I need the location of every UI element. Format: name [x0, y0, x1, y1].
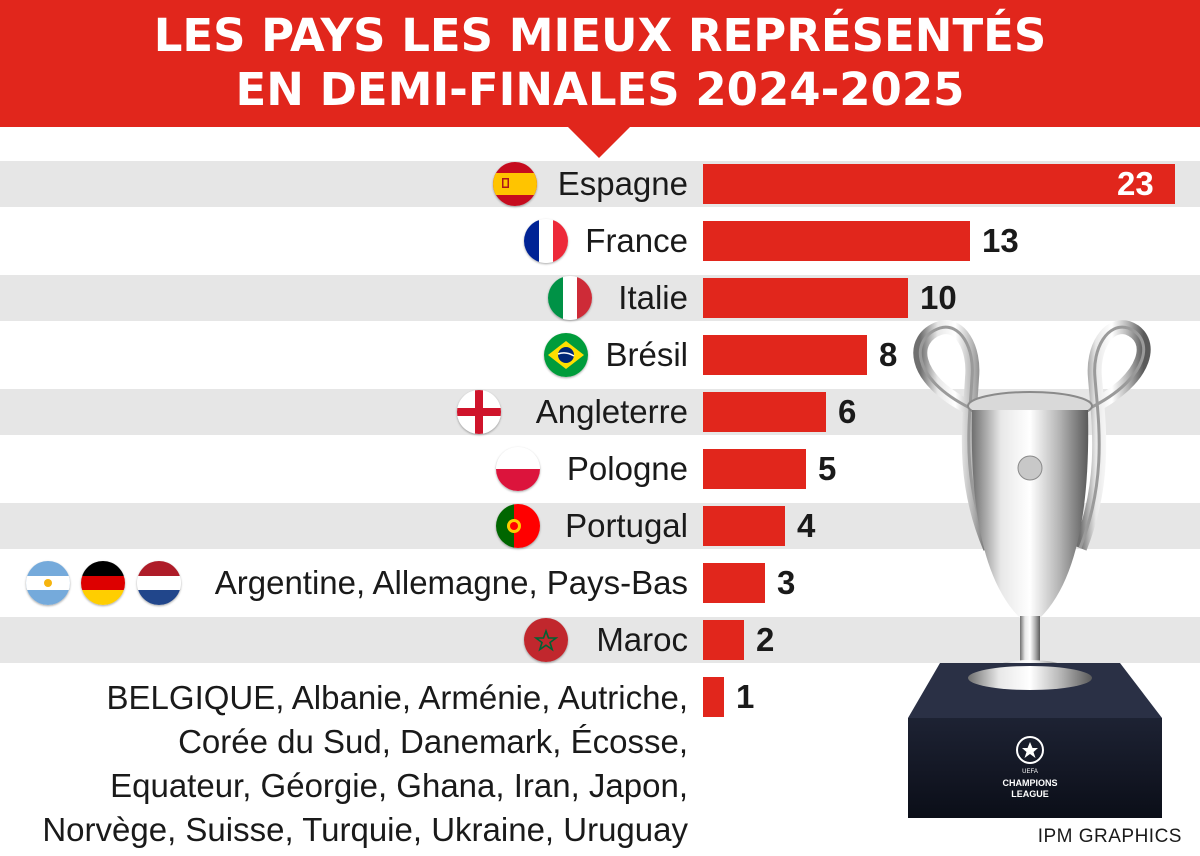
bar [703, 335, 867, 375]
header-banner [0, 0, 1200, 127]
bar-value-label: 23 [1117, 165, 1154, 202]
morocco-flag-icon [524, 618, 568, 662]
italy-flag-icon [548, 276, 592, 320]
bar [703, 392, 826, 432]
bar-value-label: 1 [736, 678, 755, 715]
bar-value-label: 5 [818, 450, 837, 487]
bar-value-label: 13 [982, 222, 1019, 259]
others-line: BELGIQUE, Albanie, Arménie, Autriche, [106, 679, 688, 716]
bar-value-label: 10 [920, 279, 957, 316]
bar-value-label: 6 [838, 393, 857, 430]
bar-value-label: 2 [756, 621, 775, 658]
trophy-base-text-line2: LEAGUE [1011, 789, 1049, 799]
france-flag-icon [524, 219, 568, 263]
bar [703, 449, 806, 489]
row-stripe [0, 617, 1200, 663]
brazil-flag-icon [544, 333, 588, 377]
germany-flag-icon [81, 561, 125, 605]
chart-title-line2: EN DEMI-FINALES 2024-2025 [235, 63, 965, 116]
category-label-maroc: Maroc [596, 621, 688, 658]
others-line: Norvège, Suisse, Turquie, Ukraine, Urugu… [42, 811, 688, 848]
category-label-espagne: Espagne [557, 165, 688, 202]
argentina-flag-icon [26, 561, 70, 605]
bar-value-label: 4 [797, 507, 816, 544]
header-pointer [567, 126, 631, 158]
poland-flag-icon [496, 447, 540, 491]
source-credit: IPM GRAPHICS [1037, 826, 1182, 847]
champions-league-trophy-icon: UEFA CHAMPIONS LEAGUE [908, 320, 1162, 818]
chart-title-line1: LES PAYS LES MIEUX REPRÉSENTÉS [153, 9, 1047, 62]
bar [703, 506, 785, 546]
spain-flag-icon [493, 162, 537, 206]
england-flag-icon [457, 390, 501, 434]
category-label-argentine-allemagne-pays-bas: Argentine, Allemagne, Pays-Bas [214, 564, 688, 601]
trophy-uefa-text: UEFA [1022, 769, 1038, 775]
others-line: Equateur, Géorgie, Ghana, Iran, Japon, [110, 767, 688, 804]
bar [703, 563, 765, 603]
category-label-bresil: Brésil [605, 336, 688, 373]
category-label-angleterre: Angleterre [535, 393, 688, 430]
netherlands-flag-icon [137, 561, 181, 605]
bar-value-label: 3 [777, 564, 796, 601]
trophy-base-text-line1: CHAMPIONS [1002, 778, 1057, 788]
bar-value-label: 8 [879, 336, 898, 373]
category-label-france: France [585, 222, 688, 259]
bar [703, 164, 1175, 204]
category-label-italie: Italie [618, 279, 688, 316]
bar [703, 620, 744, 660]
portugal-flag-icon [496, 504, 540, 548]
row-stripe [0, 275, 1200, 321]
bar [703, 221, 970, 261]
bar [703, 677, 724, 717]
bar [703, 278, 908, 318]
others-list: BELGIQUE, Albanie, Arménie, Autriche, Co… [0, 676, 688, 852]
others-line: Corée du Sud, Danemark, Écosse, [178, 723, 688, 760]
category-label-pologne: Pologne [566, 450, 688, 487]
category-label-portugal: Portugal [565, 507, 688, 544]
